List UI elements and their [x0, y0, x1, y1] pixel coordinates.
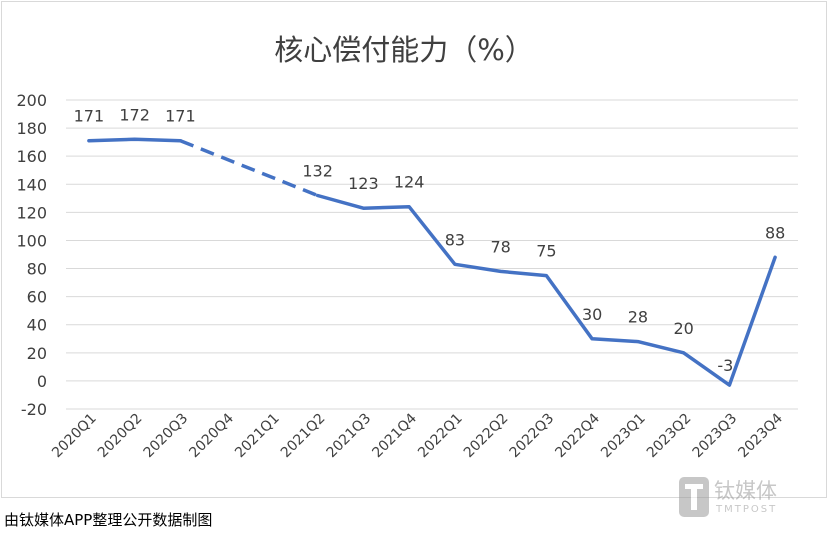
x-tick-label: 2021Q1 [232, 411, 283, 462]
data-label: -3 [717, 356, 733, 375]
series-dashed-gap [179, 139, 319, 198]
data-label: 132 [302, 162, 333, 181]
x-tick-label: 2022Q1 [415, 411, 466, 462]
y-tick-label: 60 [27, 288, 47, 307]
data-label: 123 [348, 174, 379, 193]
x-tick-label: 2023Q1 [598, 411, 649, 462]
data-label: 20 [673, 319, 693, 338]
x-tick-label: 2020Q4 [186, 410, 237, 461]
x-tick-label: 2021Q3 [324, 411, 375, 462]
x-tick-label: 2023Q3 [690, 411, 741, 462]
gridlines [66, 99, 798, 410]
x-tick-label: 2023Q4 [735, 410, 786, 461]
x-tick-label: 2021Q4 [369, 410, 420, 461]
data-label: 172 [119, 105, 150, 124]
data-label: 30 [582, 305, 602, 324]
y-tick-label: -20 [21, 400, 47, 419]
x-tick-label: 2021Q2 [278, 411, 329, 462]
series-line [87, 137, 777, 387]
y-tick-label: 140 [16, 175, 47, 194]
data-label: 171 [74, 107, 105, 126]
y-tick-label: 160 [16, 147, 47, 166]
data-label: 83 [445, 230, 465, 249]
series-line-segment [87, 137, 183, 143]
data-label: 78 [490, 237, 510, 256]
data-labels: 171 172 171 132 123 124 83 78 75 30 28 20 -3 88 [74, 105, 786, 375]
x-tick-label: 2020Q1 [49, 411, 100, 462]
y-tick-label: 0 [37, 372, 47, 391]
y-tick-label: 80 [27, 260, 47, 279]
data-label: 28 [628, 308, 648, 327]
y-tick-label: 180 [16, 119, 47, 138]
data-label: 88 [765, 223, 785, 242]
x-tick-label: 2022Q4 [552, 410, 603, 461]
tmtpost-logo-icon [679, 477, 709, 517]
y-axis-ticks: -20 0 20 40 60 80 100 120 140 160 180 200 [16, 91, 47, 419]
x-axis-ticks: 2020Q12020Q22020Q32020Q42021Q12021Q22021… [49, 410, 786, 461]
watermark-sub: TMTPOST [716, 504, 778, 515]
watermark-brand: 钛媒体 [714, 479, 777, 503]
x-tick-label: 2023Q2 [644, 411, 695, 462]
chart-frame [1, 1, 827, 498]
y-tick-label: 200 [16, 91, 47, 110]
line-chart: 核心偿付能力（%） -20 0 20 40 60 80 100 120 140 160 180 200… [16, 33, 798, 461]
y-tick-label: 100 [16, 231, 47, 250]
data-label: 124 [394, 173, 425, 192]
data-label: 171 [165, 107, 196, 126]
y-tick-label: 120 [16, 203, 47, 222]
x-tick-label: 2022Q3 [507, 411, 558, 462]
x-tick-label: 2020Q3 [141, 411, 192, 462]
x-tick-label: 2020Q2 [95, 411, 146, 462]
y-tick-label: 40 [27, 316, 47, 335]
y-tick-label: 20 [27, 344, 47, 363]
x-tick-label: 2022Q2 [461, 411, 512, 462]
data-label: 75 [536, 242, 556, 261]
source-note: 由钛媒体APP整理公开数据制图 [4, 511, 213, 529]
series-line-segment [315, 193, 777, 387]
chart-title: 核心偿付能力（%） [274, 33, 534, 67]
watermark: 钛媒体 TMTPOST [678, 474, 828, 524]
